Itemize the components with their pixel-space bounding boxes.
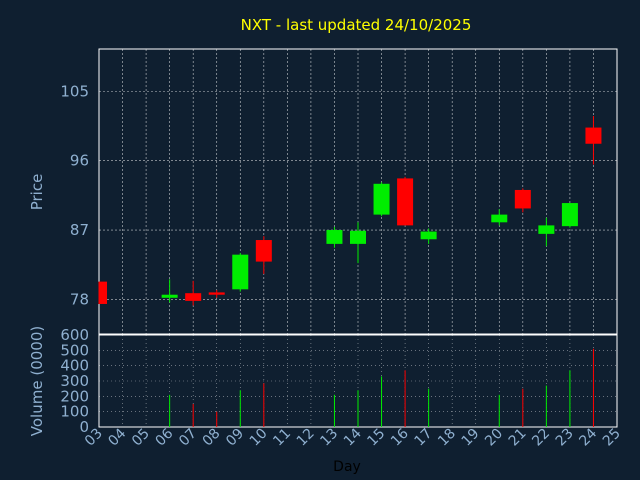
volume-bars	[169, 348, 594, 427]
x-axis-ticks: 03 04 05 06 07 08 09 10 11 12 13 14 15 16 17 18 19 20 21 22…	[82, 425, 624, 449]
candles	[98, 116, 602, 306]
price-tick-label: 78	[70, 290, 89, 308]
price-axis-ticks: 78 87 96 105	[60, 82, 89, 308]
volume-tick-label: 100	[60, 403, 89, 421]
price-tick-label: 96	[70, 152, 89, 170]
volume-tick-label: 200	[60, 387, 89, 405]
candle-body	[232, 254, 249, 290]
price-tick-label: 87	[70, 221, 89, 239]
candle-body	[185, 293, 202, 301]
price-axis-label: Price	[28, 174, 46, 211]
candle-body	[161, 294, 178, 298]
candle-body	[491, 214, 508, 223]
candle-body	[420, 231, 437, 240]
chart-title: NXT - last updated 24/10/2025	[241, 16, 472, 34]
x-axis-label: Day	[333, 459, 361, 475]
candle-body	[397, 178, 414, 226]
volume-axis-label: Volume (0000)	[28, 326, 46, 436]
candle-body	[538, 225, 555, 234]
candle-body	[373, 183, 390, 215]
volume-tick-label: 300	[60, 372, 89, 390]
price-plot-frame	[98, 48, 618, 335]
candle-body	[208, 292, 225, 295]
volume-tick-label: 400	[60, 357, 89, 375]
candle-body	[350, 230, 366, 244]
candle-body	[326, 230, 343, 244]
price-tick-label: 105	[60, 82, 89, 100]
candle-body	[99, 281, 107, 304]
candle-body	[255, 240, 272, 262]
volume-tick-label: 0	[79, 418, 89, 436]
candle-body	[561, 203, 578, 227]
candle-body	[514, 189, 531, 209]
volume-tick-label: 500	[60, 341, 89, 359]
volume-tick-label: 600	[60, 326, 89, 344]
candle-body	[585, 127, 602, 144]
